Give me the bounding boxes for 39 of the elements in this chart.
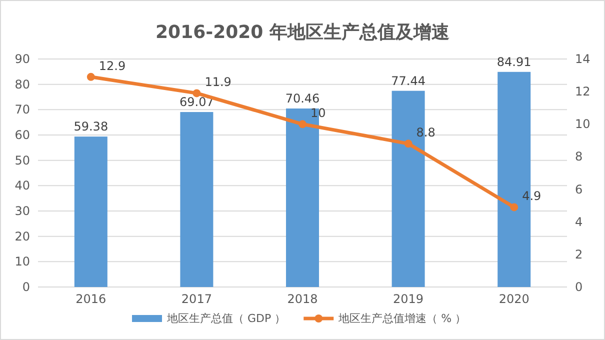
y2-tick-label: 10 bbox=[575, 117, 590, 132]
y-tick-label: 0 bbox=[22, 280, 30, 294]
y-tick-label: 90 bbox=[14, 52, 30, 66]
legend-label: 地区生产总值（ GDP ） bbox=[166, 312, 286, 325]
y-tick-label: 50 bbox=[14, 153, 30, 168]
data-label: 59.38 bbox=[74, 120, 108, 134]
data-label: 84.91 bbox=[496, 54, 532, 69]
x-tick-label: 2017 bbox=[181, 292, 212, 306]
y-tick-label: 20 bbox=[14, 229, 30, 244]
x-tick-label: 2018 bbox=[287, 292, 318, 306]
y2-tick-label: 2 bbox=[575, 247, 583, 262]
y2-tick-label: 14 bbox=[575, 52, 590, 66]
y-tick-label: 70 bbox=[14, 102, 30, 117]
y-tick-label: 60 bbox=[14, 128, 30, 142]
data-label: 70.46 bbox=[285, 92, 320, 106]
y2-tick-label: 8 bbox=[575, 150, 583, 164]
bar bbox=[74, 136, 108, 287]
point bbox=[192, 89, 201, 98]
x-tick-label: 2019 bbox=[393, 292, 424, 306]
point bbox=[298, 120, 306, 128]
y-tick-label: 10 bbox=[14, 254, 30, 269]
y-tick-label: 30 bbox=[14, 204, 30, 218]
y2-tick-label: 12 bbox=[575, 84, 590, 99]
x-tick-label: 2016 bbox=[76, 292, 106, 306]
y2-tick-label: 0 bbox=[575, 280, 583, 294]
data-label: 77.44 bbox=[391, 74, 426, 88]
y2-tick-label: 4 bbox=[575, 214, 583, 229]
y-tick-label: 40 bbox=[14, 178, 30, 193]
point bbox=[510, 203, 518, 212]
bar bbox=[180, 112, 214, 287]
x-tick-label: 2020 bbox=[498, 292, 530, 306]
point bbox=[404, 140, 412, 148]
legend-label: 地区生产总值增速（ % ） bbox=[338, 312, 466, 325]
data-label: 11.9 bbox=[204, 75, 232, 90]
chart-title: 2016-2020 年地区生产总值及增速 bbox=[156, 22, 450, 43]
point bbox=[86, 72, 95, 81]
y2-tick-label: 6 bbox=[575, 182, 583, 196]
y-tick-label: 80 bbox=[14, 77, 30, 92]
data-label: 12.9 bbox=[98, 58, 126, 73]
